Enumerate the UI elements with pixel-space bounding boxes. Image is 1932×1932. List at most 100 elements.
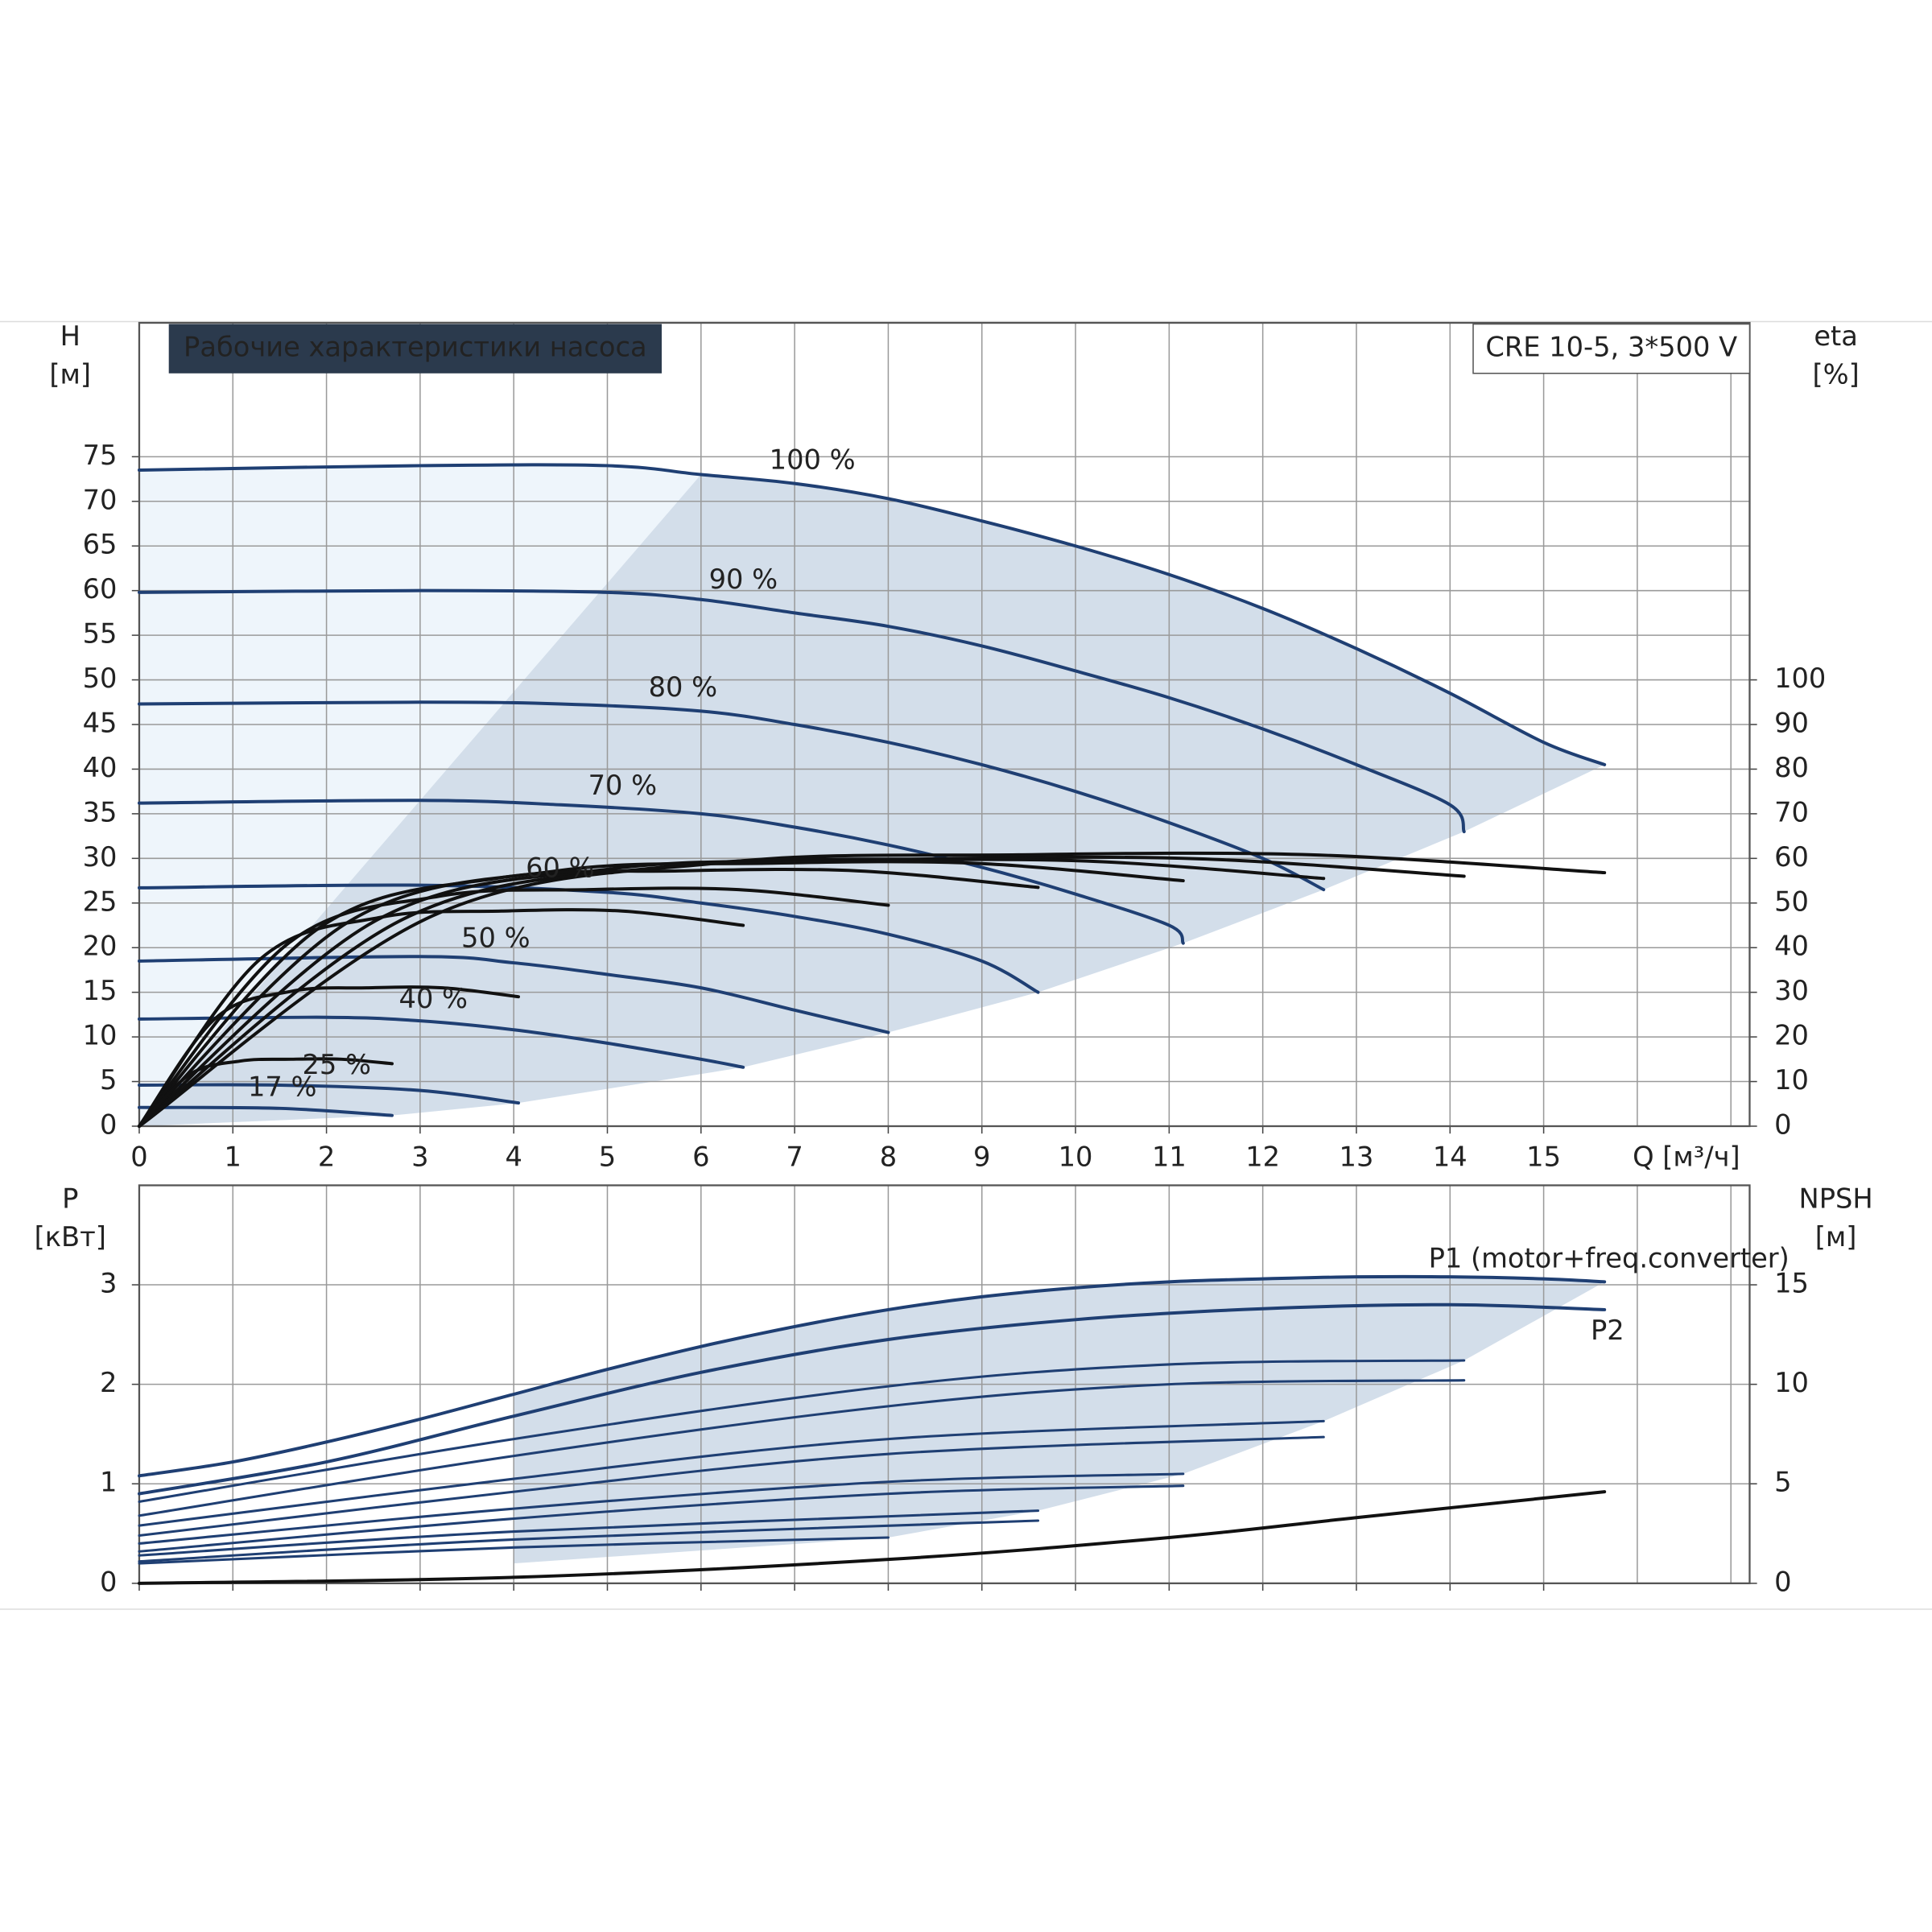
x-tick-label: 15 [1526, 1141, 1561, 1172]
y-axis-label: H [60, 320, 80, 352]
x-tick-label: 4 [505, 1141, 522, 1172]
plot-frame [138, 1184, 1751, 1584]
y2-axis-label: eta [1814, 320, 1858, 352]
y-tick-label: 3 [100, 1268, 117, 1299]
curve-label: 50 % [461, 923, 530, 954]
y-tick-label: 20 [83, 931, 118, 962]
y2-tick-label: 70 [1774, 796, 1809, 828]
curve-label: 40 % [399, 983, 469, 1014]
grid-layer [131, 321, 1757, 1591]
y2-tick-label: 100 [1774, 663, 1826, 694]
curve [138, 1484, 1185, 1553]
curve [137, 1302, 1607, 1496]
curve [138, 1509, 1040, 1557]
curve [138, 1359, 1466, 1504]
y2-tick-label: 60 [1774, 841, 1809, 873]
x-tick-label: 0 [130, 1141, 147, 1172]
y-tick-label: 50 [83, 663, 118, 694]
curve [138, 1472, 1185, 1545]
curve-label: 60 % [526, 852, 595, 884]
curve [138, 1435, 1325, 1538]
labels-layer: 0 1 2 3 4 5 6 7 8 9 10 11 12 13 14 15051015202530354045… [35, 320, 1873, 1597]
curve-label: 100 % [770, 444, 856, 476]
curve-label: 17 % [248, 1071, 317, 1103]
chart-subtitle: CRE 10-5, 3*500 V [1485, 332, 1737, 363]
y-tick-label: 2 [100, 1367, 117, 1398]
y-tick-label: 5 [100, 1064, 117, 1096]
y2-axis-unit: [м] [1815, 1221, 1857, 1253]
x-tick-label: 6 [692, 1141, 709, 1172]
y2-tick-label: 10 [1774, 1064, 1809, 1096]
x-tick-label: 2 [318, 1141, 335, 1172]
curve-label: 90 % [709, 564, 778, 595]
y-tick-label: 0 [100, 1566, 117, 1597]
y-tick-label: 65 [83, 529, 118, 560]
plot-frame [138, 321, 1751, 1128]
curve [137, 799, 1185, 945]
secondary-curve [137, 851, 1607, 1128]
range-area [514, 1277, 1605, 1564]
y-tick-label: 10 [83, 1020, 118, 1051]
y2-tick-label: 0 [1774, 1108, 1791, 1140]
y2-tick-label: 15 [1774, 1268, 1809, 1299]
x-tick-label: 11 [1152, 1141, 1187, 1172]
x-tick-label: 14 [1433, 1141, 1468, 1172]
y-tick-label: 55 [83, 618, 118, 650]
shade-layer [138, 465, 1605, 1564]
y2-tick-label: 90 [1774, 708, 1809, 739]
curve-label: P2 [1591, 1315, 1624, 1346]
y2-axis-unit: [%] [1812, 358, 1859, 390]
curve [137, 588, 1466, 834]
y2-tick-label: 0 [1774, 1566, 1791, 1597]
x-tick-label: 1 [225, 1141, 242, 1172]
y-tick-label: 70 [83, 484, 118, 515]
curve [137, 1015, 745, 1069]
x-tick-label: 3 [411, 1141, 428, 1172]
curve [137, 700, 1326, 892]
y-axis-unit: [кВт] [35, 1221, 106, 1253]
x-tick-label: 9 [973, 1141, 990, 1172]
curve [137, 1274, 1607, 1478]
x-tick-label: 8 [880, 1141, 897, 1172]
secondary-curve [137, 1057, 394, 1128]
secondary-curve [137, 1490, 1607, 1585]
x-tick-label: 10 [1059, 1141, 1093, 1172]
y-tick-label: 75 [83, 440, 118, 471]
curve-label: 70 % [588, 770, 658, 801]
secondary-curve [137, 855, 1466, 1128]
y2-tick-label: 40 [1774, 931, 1809, 962]
y-tick-label: 40 [83, 752, 118, 783]
y2-tick-label: 30 [1774, 975, 1809, 1006]
secondary-curve [137, 985, 520, 1128]
curve [138, 1536, 890, 1565]
lines-layer [137, 463, 1607, 1585]
y-tick-label: 35 [83, 796, 118, 828]
y-tick-label: 0 [100, 1108, 117, 1140]
curve [137, 883, 1040, 994]
secondary-curve [137, 867, 1040, 1128]
curve [138, 1519, 1040, 1563]
secondary-curve [137, 886, 890, 1128]
x-tick-label: 13 [1340, 1141, 1374, 1172]
curve-label: P1 (motor+freq.converter) [1429, 1242, 1790, 1274]
x-tick-label: 12 [1245, 1141, 1280, 1172]
y2-tick-label: 10 [1774, 1367, 1809, 1398]
chart-title: Рабочие характеристики насоса [184, 332, 647, 363]
y-axis-label: P [62, 1183, 78, 1214]
y-tick-label: 30 [83, 841, 118, 873]
secondary-curve [137, 908, 745, 1128]
y-tick-label: 45 [83, 708, 118, 739]
curve-label: 80 % [649, 671, 718, 703]
y-tick-label: 25 [83, 886, 118, 917]
curve [138, 1379, 1466, 1517]
y-tick-label: 1 [100, 1467, 117, 1498]
curve [137, 1083, 520, 1105]
subtitle-box [1472, 323, 1751, 374]
curve [137, 463, 1607, 766]
curve [138, 1419, 1325, 1527]
secondary-curve [137, 857, 1326, 1128]
curve-label: 25 % [303, 1049, 372, 1080]
y2-tick-label: 20 [1774, 1020, 1809, 1051]
